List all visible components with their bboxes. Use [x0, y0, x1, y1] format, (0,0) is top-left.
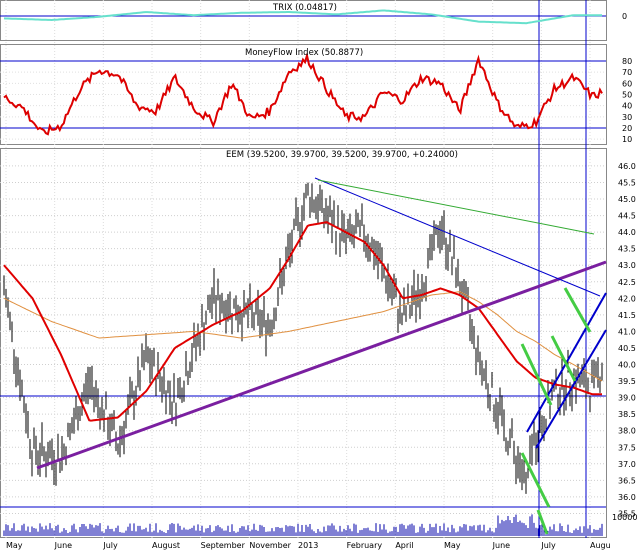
y-tick-label: 37.5: [618, 443, 636, 452]
x-tick-label: May: [6, 541, 23, 550]
y-tick-label: 35.5: [618, 509, 636, 518]
x-tick-label: 2013: [298, 541, 318, 550]
mfi-line: [3, 51, 603, 136]
flag-line: [520, 452, 551, 508]
y-tick-label: 43.5: [618, 245, 636, 254]
y-tick-label: 0: [622, 12, 627, 21]
flag-line: [520, 343, 553, 406]
upper-resistance-trendline: [314, 177, 601, 297]
x-tick-label: Augu: [590, 541, 611, 550]
channel-lower-line: [535, 329, 607, 449]
y-tick-label: 44.5: [618, 212, 636, 221]
volume-scale-label: 10000: [612, 513, 637, 522]
x-tick-label: July: [102, 541, 118, 550]
y-tick-label: 80: [622, 57, 632, 66]
flag-line: [536, 509, 549, 535]
y-tick-label: 30: [622, 113, 632, 122]
y-tick-label: 38.5: [618, 410, 636, 419]
x-tick-label: June: [492, 541, 511, 550]
y-axis: 46.0 45.5 45.0 44.5 44.0 43.5 43.0 42.5 42.0 41.5…: [618, 12, 636, 518]
price-title: EEM (39.5200, 39.9700, 39.5200, 39.9700,…: [226, 150, 458, 160]
y-tick-label: 10: [622, 135, 632, 144]
y-tick-label: 38.0: [618, 427, 636, 436]
y-tick-label: 43.0: [618, 261, 636, 270]
y-tick-label: 60: [622, 79, 632, 88]
x-axis: May June July August September November 2013 Fe…: [6, 541, 611, 550]
grid-lines: [0, 0, 606, 538]
mfi-title: MoneyFlow Index (50.8877): [245, 48, 363, 58]
y-tick-label: 36.0: [618, 493, 636, 502]
trendlines: [36, 177, 607, 535]
y-tick-label: 40.5: [618, 344, 636, 353]
x-tick-label: August: [152, 541, 180, 550]
x-tick-label: April: [395, 541, 413, 550]
x-tick-label: May: [444, 541, 461, 550]
y-tick-label: 41.0: [618, 327, 636, 336]
y-tick-label: 20: [622, 124, 632, 133]
series-lines: [3, 9, 603, 422]
x-tick-label: November: [249, 541, 291, 550]
x-tick-label: September: [201, 541, 246, 550]
x-tick-label: July: [540, 541, 556, 550]
y-tick-label: 46.0: [618, 162, 636, 171]
y-tick-label: 40: [622, 102, 632, 111]
y-tick-label: 40.0: [618, 361, 636, 370]
ma200-line: [3, 291, 603, 382]
y-tick-label: 45.5: [618, 178, 636, 187]
flag-line: [550, 335, 577, 382]
flag-line: [563, 287, 592, 333]
trix-panel-frame: [0, 0, 607, 41]
y-tick-label: 41.5: [618, 311, 636, 320]
x-tick-label: June: [54, 541, 73, 550]
trix-line: [3, 9, 602, 25]
y-tick-label: 42.5: [618, 278, 636, 287]
green-resistance-trendline: [317, 179, 595, 235]
y-tick-label: 45.0: [618, 195, 636, 204]
y-tick-label: 50: [622, 91, 632, 100]
ma50-line: [3, 221, 602, 422]
y-tick-label: 44.0: [618, 228, 636, 237]
y-tick-label: 39.5: [618, 377, 636, 386]
y-tick-label: 36.5: [618, 476, 636, 485]
support-trendline: [36, 260, 607, 470]
y-tick-label: 39.0: [618, 394, 636, 403]
y-tick-label: 37.0: [618, 460, 636, 469]
y-tick-label: 70: [622, 68, 632, 77]
y-tick-label: 42.0: [618, 294, 636, 303]
trix-title: TRIX (0.04817): [272, 3, 337, 13]
x-tick-label: February: [347, 541, 383, 550]
